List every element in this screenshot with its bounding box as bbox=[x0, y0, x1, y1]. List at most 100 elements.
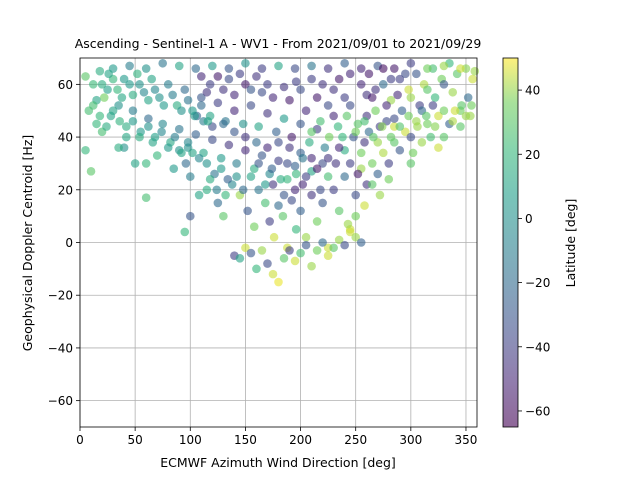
data-point-192 bbox=[224, 64, 234, 73]
colorbar-tick-label-2: −20 bbox=[525, 276, 550, 290]
data-point-252 bbox=[285, 143, 294, 152]
colorbar-tick-label-4: 20 bbox=[525, 148, 540, 162]
data-point-321 bbox=[104, 69, 113, 79]
data-point-157 bbox=[274, 277, 283, 287]
data-point-243 bbox=[268, 93, 278, 102]
data-point-292 bbox=[324, 132, 334, 142]
x-tick-label-4: 200 bbox=[289, 433, 312, 447]
data-point-233 bbox=[224, 74, 234, 84]
data-point-19 bbox=[230, 106, 239, 116]
data-point-15 bbox=[197, 93, 206, 102]
y-tick-label-3: 0 bbox=[65, 236, 73, 250]
data-point-276 bbox=[276, 174, 286, 184]
data-point-323 bbox=[119, 74, 129, 84]
data-point-150 bbox=[235, 254, 245, 263]
data-point-153 bbox=[252, 264, 261, 274]
data-point-273 bbox=[254, 159, 263, 168]
data-point-22 bbox=[254, 122, 263, 131]
data-point-168 bbox=[334, 235, 344, 245]
data-point-294 bbox=[342, 111, 352, 121]
data-point-10 bbox=[155, 93, 164, 102]
data-point-247 bbox=[230, 127, 239, 137]
data-point-277 bbox=[283, 159, 292, 168]
data-point-25 bbox=[279, 114, 289, 123]
y-tick-label-5: 40 bbox=[58, 131, 73, 145]
data-point-250 bbox=[263, 143, 272, 152]
data-point-335 bbox=[88, 101, 98, 110]
data-point-189 bbox=[174, 61, 184, 71]
data-point-312 bbox=[426, 132, 435, 142]
data-point-255 bbox=[318, 159, 327, 168]
data-point-8 bbox=[139, 87, 149, 97]
data-point-227 bbox=[307, 74, 316, 84]
data-point-237 bbox=[246, 85, 256, 94]
data-point-118 bbox=[301, 232, 311, 242]
data-point-80 bbox=[331, 159, 341, 168]
data-point-348 bbox=[177, 148, 186, 158]
data-point-103 bbox=[219, 211, 228, 221]
data-point-228 bbox=[301, 106, 311, 116]
data-point-213 bbox=[393, 90, 402, 100]
data-point-167 bbox=[329, 243, 338, 253]
data-point-154 bbox=[257, 246, 267, 255]
data-point-286 bbox=[181, 159, 191, 168]
data-point-100 bbox=[185, 172, 195, 181]
data-point-187 bbox=[141, 64, 151, 73]
data-point-31 bbox=[329, 111, 338, 121]
data-point-279 bbox=[298, 153, 308, 163]
data-point-313 bbox=[434, 143, 443, 152]
data-point-291 bbox=[316, 116, 325, 126]
data-point-238 bbox=[252, 72, 261, 81]
data-point-69 bbox=[241, 145, 250, 155]
data-point-24 bbox=[271, 127, 281, 137]
data-point-305 bbox=[439, 106, 449, 116]
data-point-5 bbox=[117, 93, 127, 102]
data-point-203 bbox=[406, 58, 416, 68]
data-point-197 bbox=[307, 61, 316, 71]
data-point-345 bbox=[157, 127, 166, 137]
data-point-235 bbox=[235, 69, 245, 79]
data-point-51 bbox=[99, 93, 109, 102]
data-point-334 bbox=[203, 116, 213, 126]
data-point-23 bbox=[263, 109, 272, 118]
data-point-53 bbox=[114, 101, 123, 110]
data-point-166 bbox=[323, 251, 333, 260]
y-axis-label: Geophysical Doppler Centroid [Hz] bbox=[20, 135, 35, 352]
x-tick-label-6: 300 bbox=[399, 433, 422, 447]
data-point-163 bbox=[307, 261, 316, 271]
data-point-298 bbox=[377, 122, 387, 131]
data-point-63 bbox=[191, 130, 201, 139]
y-tick-label-2: −20 bbox=[48, 289, 73, 303]
data-point-194 bbox=[257, 64, 267, 73]
chart-title: Ascending - Sentinel-1 A - WV1 - From 20… bbox=[75, 36, 482, 51]
y-tick-label-4: 20 bbox=[58, 183, 73, 197]
data-point-244 bbox=[279, 82, 289, 92]
data-point-329 bbox=[168, 90, 177, 100]
data-point-239 bbox=[257, 87, 267, 97]
data-point-234 bbox=[230, 90, 239, 100]
data-point-110 bbox=[265, 217, 274, 226]
data-point-83 bbox=[356, 148, 366, 158]
data-point-156 bbox=[268, 269, 278, 279]
data-point-188 bbox=[158, 58, 168, 68]
data-point-183 bbox=[81, 145, 90, 155]
data-point-198 bbox=[323, 64, 333, 73]
data-point-159 bbox=[285, 246, 294, 255]
data-point-17 bbox=[213, 98, 223, 108]
data-point-263 bbox=[301, 172, 311, 181]
data-point-89 bbox=[406, 93, 416, 102]
data-point-146 bbox=[456, 122, 465, 131]
colorbar-tick-label-1: −40 bbox=[525, 340, 550, 354]
data-point-308 bbox=[466, 111, 475, 121]
data-point-304 bbox=[430, 122, 440, 131]
data-point-96 bbox=[463, 93, 473, 102]
data-point-309 bbox=[406, 159, 416, 168]
data-point-91 bbox=[423, 85, 432, 94]
data-point-272 bbox=[246, 172, 256, 181]
data-point-230 bbox=[205, 80, 215, 89]
data-point-260 bbox=[268, 180, 278, 189]
data-point-271 bbox=[238, 185, 248, 195]
data-point-174 bbox=[185, 211, 195, 221]
data-point-346 bbox=[163, 143, 173, 152]
data-point-164 bbox=[312, 246, 322, 255]
